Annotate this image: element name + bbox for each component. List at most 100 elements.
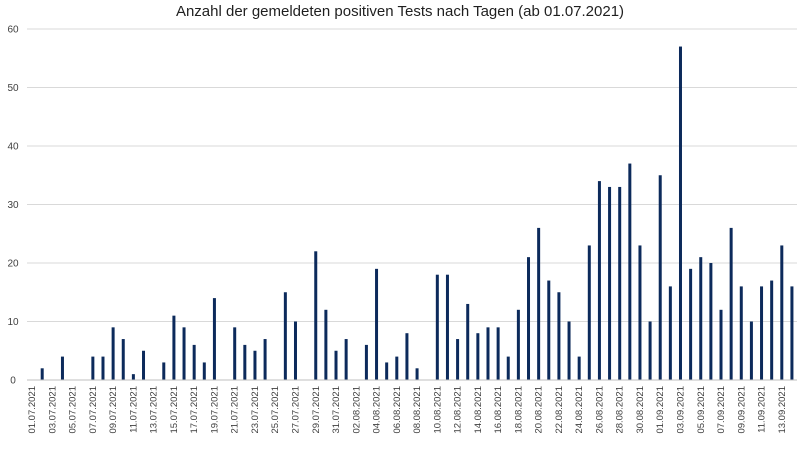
x-tick-label: 23.07.2021 xyxy=(250,386,261,434)
chart-title: Anzahl der gemeldeten positiven Tests na… xyxy=(175,3,625,20)
bar xyxy=(405,333,409,380)
x-tick-label: 19.07.2021 xyxy=(209,386,220,434)
bar xyxy=(638,245,642,380)
x-tick-label: 20.08.2021 xyxy=(534,386,545,434)
bar xyxy=(364,344,368,380)
bar xyxy=(233,327,237,380)
bar xyxy=(557,292,561,380)
x-tick-label: 09.07.2021 xyxy=(108,386,119,434)
bar xyxy=(415,368,419,380)
bar xyxy=(597,181,601,380)
bar xyxy=(192,344,196,380)
bar xyxy=(739,286,743,380)
bar xyxy=(91,356,95,380)
bar xyxy=(770,280,774,380)
y-tick-label: 10 xyxy=(7,317,19,328)
x-tick-label: 05.09.2021 xyxy=(696,386,707,434)
bar xyxy=(719,309,723,380)
x-tick-label: 24.08.2021 xyxy=(574,386,585,434)
x-tick-label: 15.07.2021 xyxy=(169,386,180,434)
bar xyxy=(587,245,591,380)
bar xyxy=(527,257,531,380)
y-tick-label: 40 xyxy=(7,142,19,153)
bar xyxy=(577,356,581,380)
x-tick-label: 04.08.2021 xyxy=(372,386,383,434)
bar xyxy=(678,46,682,381)
bar xyxy=(40,368,44,380)
bar xyxy=(142,350,146,380)
bar xyxy=(395,356,399,380)
y-tick-label: 20 xyxy=(7,259,19,270)
bar xyxy=(699,257,703,380)
x-tick-label: 01.07.2021 xyxy=(27,386,38,434)
y-tick-label: 60 xyxy=(7,25,19,36)
x-tick-label: 21.07.2021 xyxy=(230,386,241,434)
bar xyxy=(749,321,753,380)
x-tick-label: 18.08.2021 xyxy=(513,386,524,434)
bar xyxy=(567,321,571,380)
x-tick-label: 05.07.2021 xyxy=(68,386,79,434)
bar xyxy=(608,186,612,380)
bar xyxy=(790,286,794,380)
bar xyxy=(709,263,713,380)
bar xyxy=(729,227,733,380)
bar xyxy=(445,274,449,380)
x-tick-label: 16.08.2021 xyxy=(493,386,504,434)
bar xyxy=(334,350,338,380)
x-tick-label: 03.07.2021 xyxy=(47,386,58,434)
bar xyxy=(466,303,470,380)
bar xyxy=(760,286,764,380)
bar xyxy=(182,327,186,380)
x-tick-label: 27.07.2021 xyxy=(290,386,301,434)
bar xyxy=(486,327,490,380)
bar xyxy=(476,333,480,380)
bar xyxy=(101,356,105,380)
bar xyxy=(314,251,318,380)
bar xyxy=(375,268,379,380)
x-tick-label: 30.08.2021 xyxy=(635,386,646,434)
bar xyxy=(435,274,439,380)
x-tick-label: 10.08.2021 xyxy=(432,386,443,434)
x-tick-label: 29.07.2021 xyxy=(311,386,322,434)
x-tick-label: 14.08.2021 xyxy=(473,386,484,434)
x-tick-label: 31.07.2021 xyxy=(331,386,342,434)
x-tick-label: 08.08.2021 xyxy=(412,386,423,434)
bar xyxy=(131,374,135,380)
y-tick-label: 30 xyxy=(7,200,19,211)
bar xyxy=(60,356,64,380)
bar xyxy=(263,339,267,380)
bar xyxy=(243,344,247,380)
bars xyxy=(40,46,794,381)
x-tick-label: 13.07.2021 xyxy=(149,386,160,434)
bar xyxy=(628,163,632,380)
x-tick-label: 09.09.2021 xyxy=(736,386,747,434)
bar xyxy=(496,327,500,380)
x-tick-label: 07.09.2021 xyxy=(716,386,727,434)
bar xyxy=(668,286,672,380)
bar xyxy=(780,245,784,380)
x-tick-label: 07.07.2021 xyxy=(88,386,99,434)
bar xyxy=(658,175,662,380)
bar xyxy=(547,280,551,380)
bar xyxy=(537,227,541,380)
bar xyxy=(648,321,652,380)
x-tick-label: 11.07.2021 xyxy=(128,386,139,433)
bar xyxy=(456,339,460,380)
bar xyxy=(516,309,520,380)
bar xyxy=(162,362,166,380)
x-axis-ticks: 01.07.2021 03.07.2021 05.07.2021 07.07.2021… xyxy=(27,386,788,434)
x-tick-label: 25.07.2021 xyxy=(270,386,281,434)
x-tick-label: 22.08.2021 xyxy=(554,386,565,434)
bar xyxy=(253,350,257,380)
bar xyxy=(283,292,287,380)
y-axis-ticks: 0 10 20 30 40 50 60 xyxy=(7,25,19,387)
bar xyxy=(344,339,348,380)
x-tick-label: 02.08.2021 xyxy=(351,386,362,434)
bar xyxy=(618,186,622,380)
bar xyxy=(111,327,115,380)
bar xyxy=(202,362,206,380)
bar xyxy=(385,362,389,380)
bar xyxy=(172,315,176,380)
x-tick-label: 11.09.2021 xyxy=(757,386,768,433)
x-tick-label: 13.09.2021 xyxy=(777,386,788,434)
